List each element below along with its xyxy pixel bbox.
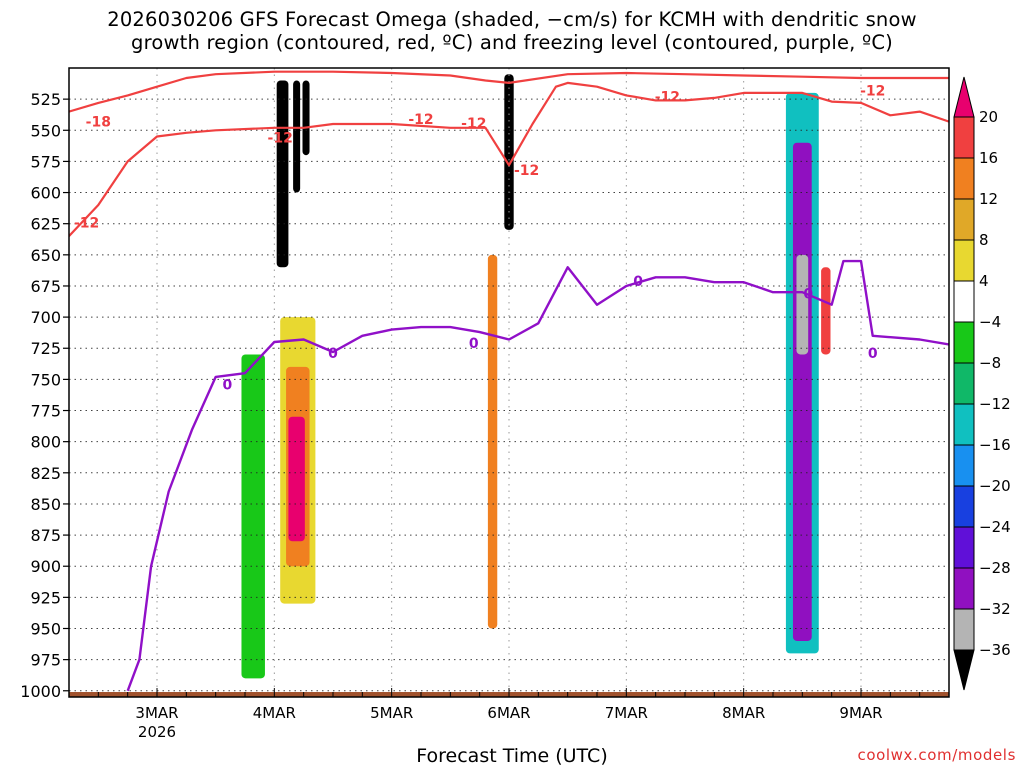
colorbar-box-10 [953, 526, 975, 569]
colorbar-tick-12: 12 [979, 190, 998, 208]
colorbar-tick-8: 8 [979, 231, 989, 249]
colorbar-tick--24: −24 [979, 518, 1011, 536]
dgz-contour-label-3: -12 [461, 116, 486, 132]
y-tick-label-825: 825 [30, 464, 61, 483]
colorbar-box-0 [953, 116, 975, 159]
colorbar-box-4 [953, 280, 975, 323]
y-tick-label-875: 875 [30, 526, 61, 545]
omega-cell-6 [276, 80, 289, 268]
y-tick-label-925: 925 [30, 588, 61, 607]
colorbar-top-arrow [953, 76, 975, 118]
colorbar-tick--12: −12 [979, 395, 1011, 413]
x-tick-label-7MAR: 7MAR [605, 704, 648, 722]
colorbar-tick--16: −16 [979, 436, 1011, 454]
y-tick-label-600: 600 [30, 184, 61, 203]
credit-text: coolwx.com/models [857, 746, 1016, 764]
colorbar-box-11 [953, 567, 975, 610]
colorbar-tick-4: 4 [979, 272, 989, 290]
y-tick-label-625: 625 [30, 215, 61, 234]
y-tick-label-575: 575 [30, 152, 61, 171]
omega-cell-7 [288, 416, 305, 542]
y-tick-label-975: 975 [30, 651, 61, 670]
x-tick-label-4MAR: 4MAR [253, 704, 296, 722]
colorbar-box-2 [953, 198, 975, 241]
freezing-contour-label-5: 0 [868, 346, 878, 362]
freezing-level-contour [126, 259, 949, 692]
dgz-contour-label-5: -12 [655, 90, 680, 106]
omega-cell-8 [504, 74, 514, 230]
x-tick-year-label: 2026 [138, 723, 176, 741]
colorbar-bottom-arrow [953, 649, 975, 691]
y-axis: 525 550 575 600 625 650 675 700 725 750 775 800 825 8… [20, 90, 69, 701]
colorbar-tick--8: −8 [979, 354, 1001, 372]
freezing-contour-label-3: 0 [633, 274, 643, 290]
x-axis-label: Forecast Time (UTC) [416, 745, 608, 767]
y-tick-label-700: 700 [30, 308, 61, 327]
y-tick-label-850: 850 [30, 495, 61, 514]
dgz-contour-label-1: -12 [268, 131, 293, 147]
colorbar-box-8 [953, 444, 975, 487]
dgz-contour-label-0: -18 [86, 115, 111, 131]
omega-cell-3 [241, 354, 265, 679]
omega-cell-9 [796, 254, 809, 355]
freezing-contour-label-4: 0 [803, 286, 813, 302]
y-tick-label-1000: 1000 [20, 682, 61, 701]
omega-cell-11 [293, 80, 301, 193]
y-tick-label-675: 675 [30, 277, 61, 296]
freezing-contour-label-0: 0 [223, 377, 233, 393]
colorbar-tick--36: −36 [979, 641, 1011, 659]
dgz-contour-upper [69, 70, 949, 113]
x-tick-label-6MAR: 6MAR [487, 704, 530, 722]
x-axis: 3MAR 4MAR 5MAR 6MAR 7MAR 8MAR 9MAR 2026 [97, 688, 950, 741]
freezing-contour-label-2: 0 [469, 336, 479, 352]
x-tick-label-5MAR: 5MAR [370, 704, 413, 722]
freezing-contour-label-1: 0 [328, 346, 338, 362]
colorbar-legend: 20 16 12 8 4 −4 −8 −12 −16 −20 −24 −28 −32 −36 [953, 76, 1011, 691]
colorbar-box-3 [953, 239, 975, 282]
colorbar-box-6 [953, 362, 975, 405]
y-tick-label-950: 950 [30, 619, 61, 638]
contours: -18 -12 -12 -12 -12 -12 -12 -12 0 0 0 0 0 0 [69, 70, 949, 692]
colorbar-tick--4: −4 [979, 313, 1001, 331]
colorbar-box-7 [953, 403, 975, 446]
colorbar-box-1 [953, 157, 975, 200]
colorbar-box-12 [953, 608, 975, 651]
omega-cell-10 [821, 267, 831, 355]
colorbar-box-9 [953, 485, 975, 528]
dgz-contour-label-4: -12 [514, 163, 539, 179]
dgz-contour-label-6: -12 [860, 83, 885, 99]
omega-cell-12 [302, 80, 310, 156]
colorbar-tick--32: −32 [979, 600, 1011, 618]
x-tick-label-9MAR: 9MAR [839, 704, 882, 722]
colorbar-tick-16: 16 [979, 149, 998, 167]
chart-title-line-1: 2026030206 GFS Forecast Omega (shaded, −… [107, 8, 917, 31]
y-tick-label-775: 775 [30, 402, 61, 421]
y-tick-label-650: 650 [30, 246, 61, 265]
y-tick-label-725: 725 [30, 339, 61, 358]
colorbar-tick--28: −28 [979, 559, 1011, 577]
colorbar-tick--20: −20 [979, 477, 1011, 495]
omega-shading [241, 74, 831, 679]
colorbar-box-5 [953, 321, 975, 364]
y-tick-label-900: 900 [30, 557, 61, 576]
dgz-contour-label-7: -12 [74, 215, 99, 231]
x-tick-label-3MAR: 3MAR [135, 704, 178, 722]
colorbar-tick-20: 20 [979, 108, 998, 126]
dgz-contour-label-2: -12 [408, 112, 433, 128]
x-tick-label-8MAR: 8MAR [722, 704, 765, 722]
y-tick-label-525: 525 [30, 90, 61, 109]
chart-title-line-2: growth region (contoured, red, ºC) and f… [131, 31, 893, 54]
y-tick-label-800: 800 [30, 433, 61, 452]
y-tick-label-550: 550 [30, 121, 61, 140]
dgz-contour-lower [69, 81, 949, 237]
y-tick-label-750: 750 [30, 370, 61, 389]
